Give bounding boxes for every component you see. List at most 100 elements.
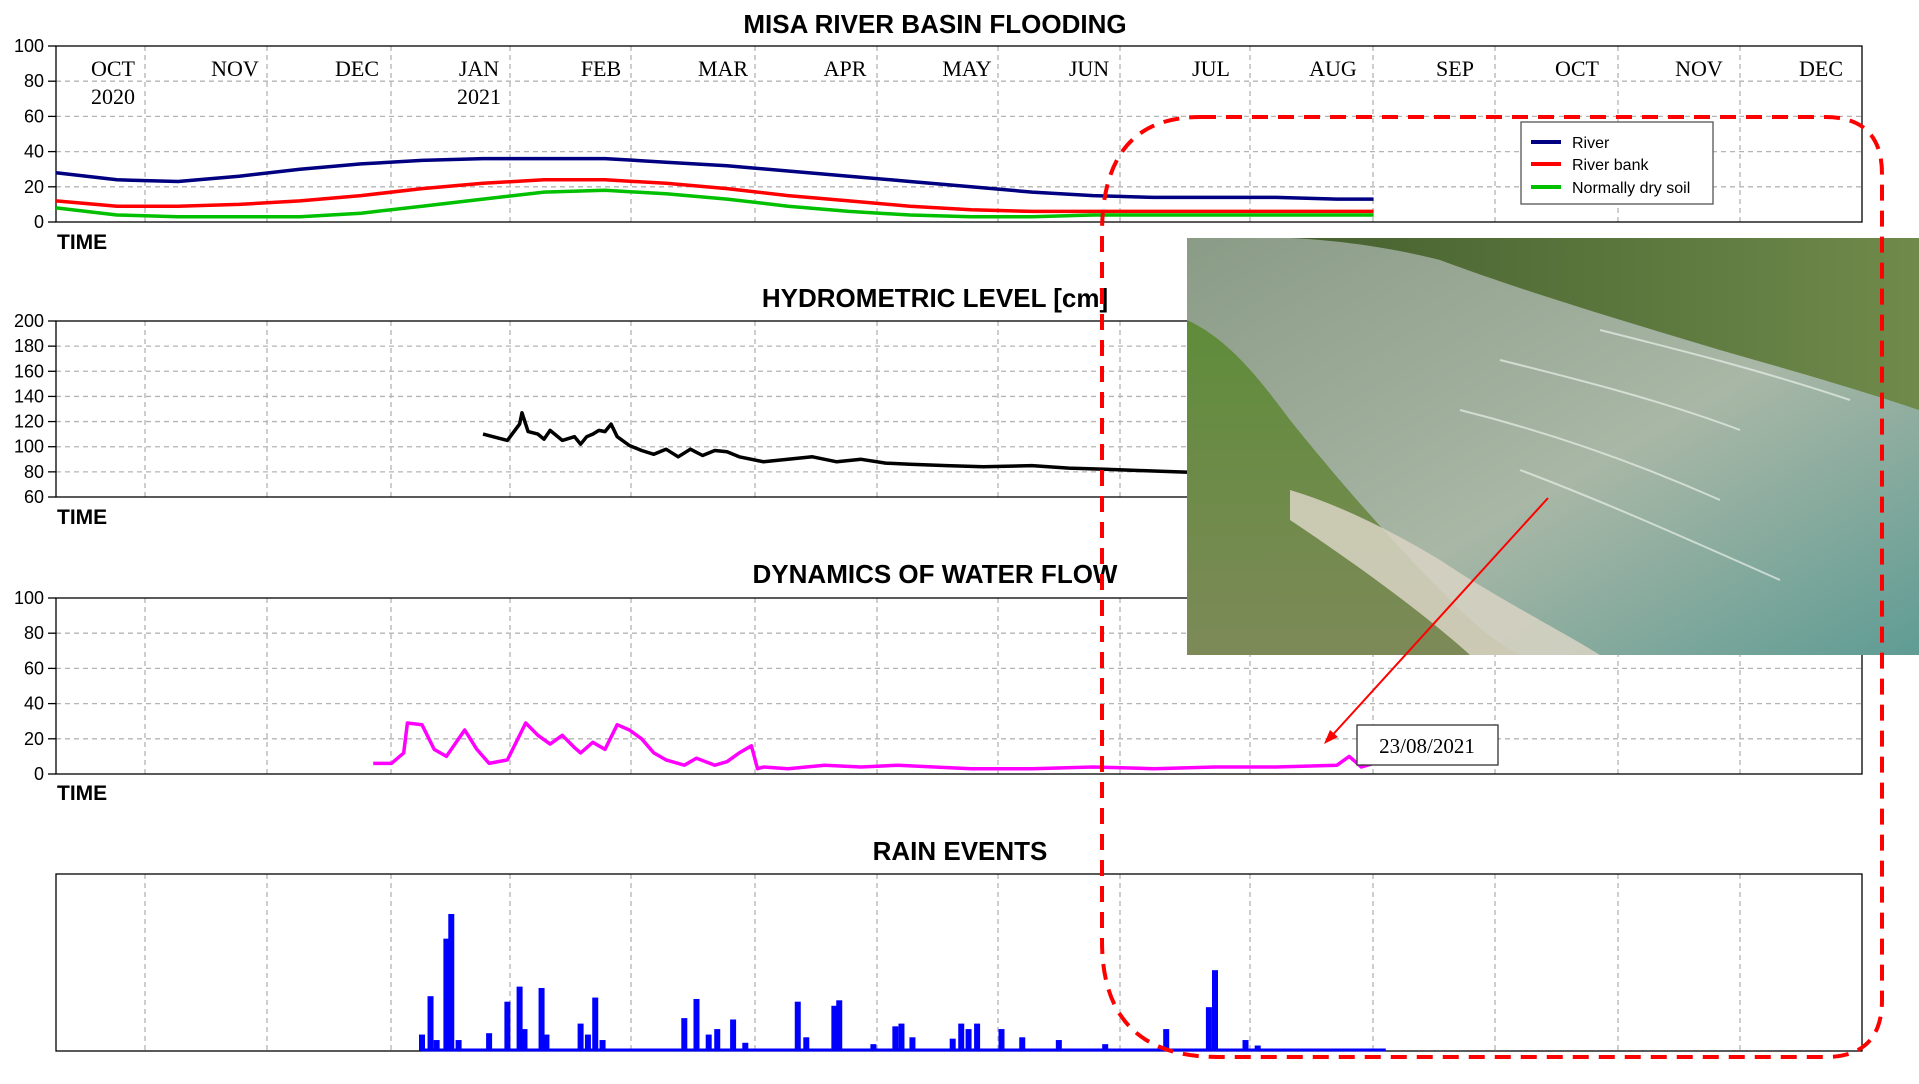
rain-bar	[1055, 1040, 1062, 1051]
rain-bar	[538, 987, 545, 1051]
rain-bar	[965, 1029, 972, 1051]
rain-bar	[577, 1023, 584, 1051]
y-tick-label: 140	[14, 386, 44, 406]
rain-bars	[419, 914, 1386, 1052]
month-label: MAR	[698, 56, 748, 81]
y-tick-label: 200	[14, 311, 44, 331]
month-label: SEP	[1436, 56, 1474, 81]
y-tick-label: 0	[34, 764, 44, 784]
y-tick-label: 40	[24, 142, 44, 162]
hydrometric-series	[482, 411, 1216, 475]
y-tick-label: 60	[24, 106, 44, 126]
month-label: JAN	[459, 56, 499, 81]
photo-far-bank-bushes	[1187, 238, 1919, 410]
legend-label-dry-soil: Normally dry soil	[1572, 180, 1690, 197]
rain-bar	[455, 1040, 462, 1051]
annotation-arrow-head	[1324, 730, 1338, 744]
year-label: 2020	[91, 84, 135, 109]
rain-bar	[1205, 1007, 1212, 1051]
water-flow-series	[373, 721, 1375, 771]
rain-bar	[958, 1023, 965, 1051]
y-tick-label: 40	[24, 694, 44, 714]
rain-bar	[892, 1026, 899, 1051]
rain-bar	[693, 998, 700, 1051]
rain-bar	[584, 1034, 591, 1051]
rain-bar	[486, 1033, 493, 1051]
rain-bar	[427, 996, 434, 1051]
y-tick-label: 80	[24, 71, 44, 91]
legend-label-river: River	[1572, 135, 1610, 152]
y-tick-label: 120	[14, 412, 44, 432]
water-flow-y-ticks: 0 20 40 60 80 100	[14, 588, 56, 784]
flooding-legend: River River bank Normally dry soil	[1520, 121, 1714, 205]
legend-label-river-bank: River bank	[1572, 157, 1649, 174]
month-label: APR	[824, 56, 867, 81]
hydrometric-y-ticks: 60 80 100 120 140 160 180 200	[14, 311, 56, 507]
highlight-dashed-region	[1100, 115, 1884, 1059]
annotation-arrow-line	[1327, 497, 1549, 741]
y-tick-label: 100	[14, 36, 44, 56]
rain-bar	[836, 1000, 843, 1051]
rain-bar	[419, 1034, 425, 1051]
series-line-river-bank	[55, 178, 1374, 214]
hydrometric-title: HYDROMETRIC LEVEL [cm]	[762, 283, 1108, 313]
series-line-river	[55, 156, 1374, 201]
rain-gridlines	[144, 874, 1741, 1051]
annotation-date-label: 23/08/2021	[1379, 734, 1475, 758]
flooding-plot-frame	[55, 45, 1863, 223]
rain-bar	[592, 997, 599, 1051]
rain-bar	[730, 1019, 737, 1051]
photo-near-bank-grass	[1187, 320, 1520, 655]
rain-bar	[831, 1005, 838, 1051]
rain-bar	[448, 914, 455, 1051]
month-label: DEC	[335, 56, 379, 81]
flooding-y-ticks: 0 20 40 60 80 100	[14, 36, 56, 232]
rain-bar	[681, 1018, 688, 1051]
month-label: NOV	[211, 56, 259, 81]
month-label: JUN	[1069, 56, 1109, 81]
y-tick-label: 80	[24, 623, 44, 643]
hydrometric-x-label: TIME	[57, 506, 107, 529]
y-tick-label: 20	[24, 729, 44, 749]
rain-bar	[803, 1037, 810, 1051]
rain-bar	[1019, 1037, 1026, 1051]
rain-bar	[543, 1034, 550, 1051]
month-label: OCT	[91, 56, 136, 81]
photo-gravel-shore	[1290, 490, 1600, 655]
water-flow-title: DYNAMICS OF WATER FLOW	[753, 559, 1118, 589]
rain-bar	[909, 1037, 916, 1051]
rain-bar	[949, 1038, 956, 1051]
annotation-date-box	[1356, 724, 1499, 766]
rain-bar	[443, 938, 450, 1051]
flooding-series	[55, 156, 1374, 219]
rain-bar	[599, 1040, 606, 1051]
month-label: DEC	[1799, 56, 1843, 81]
rain-bar	[1242, 1040, 1249, 1051]
rain-bar	[1102, 1044, 1109, 1051]
rain-panel: RAIN EVENTS	[55, 836, 1863, 1052]
riverbank-photo	[1187, 238, 1919, 655]
rain-bar	[870, 1044, 877, 1051]
month-label: FEB	[581, 56, 621, 81]
rain-bar	[1254, 1045, 1261, 1051]
water-flow-plot-frame	[55, 597, 1863, 775]
y-tick-label: 180	[14, 336, 44, 356]
y-tick-label: 100	[14, 588, 44, 608]
month-label: MAY	[942, 56, 991, 81]
y-tick-label: 100	[14, 437, 44, 457]
flooding-panel: MISA RIVER BASIN FLOODING 0 20 40 60 80 100 O…	[14, 9, 1863, 254]
month-label: JUL	[1192, 56, 1230, 81]
rain-bar	[974, 1023, 981, 1051]
month-label: AUG	[1309, 56, 1357, 81]
y-tick-label: 60	[24, 658, 44, 678]
y-tick-label: 20	[24, 177, 44, 197]
rain-bar	[998, 1029, 1005, 1051]
y-tick-label: 0	[34, 212, 44, 232]
flooding-title: MISA RIVER BASIN FLOODING	[743, 9, 1126, 39]
rain-bar	[504, 1001, 511, 1051]
series-line-normally-dry-soil	[55, 188, 1374, 219]
y-tick-label: 60	[24, 487, 44, 507]
rain-bar	[516, 986, 523, 1051]
